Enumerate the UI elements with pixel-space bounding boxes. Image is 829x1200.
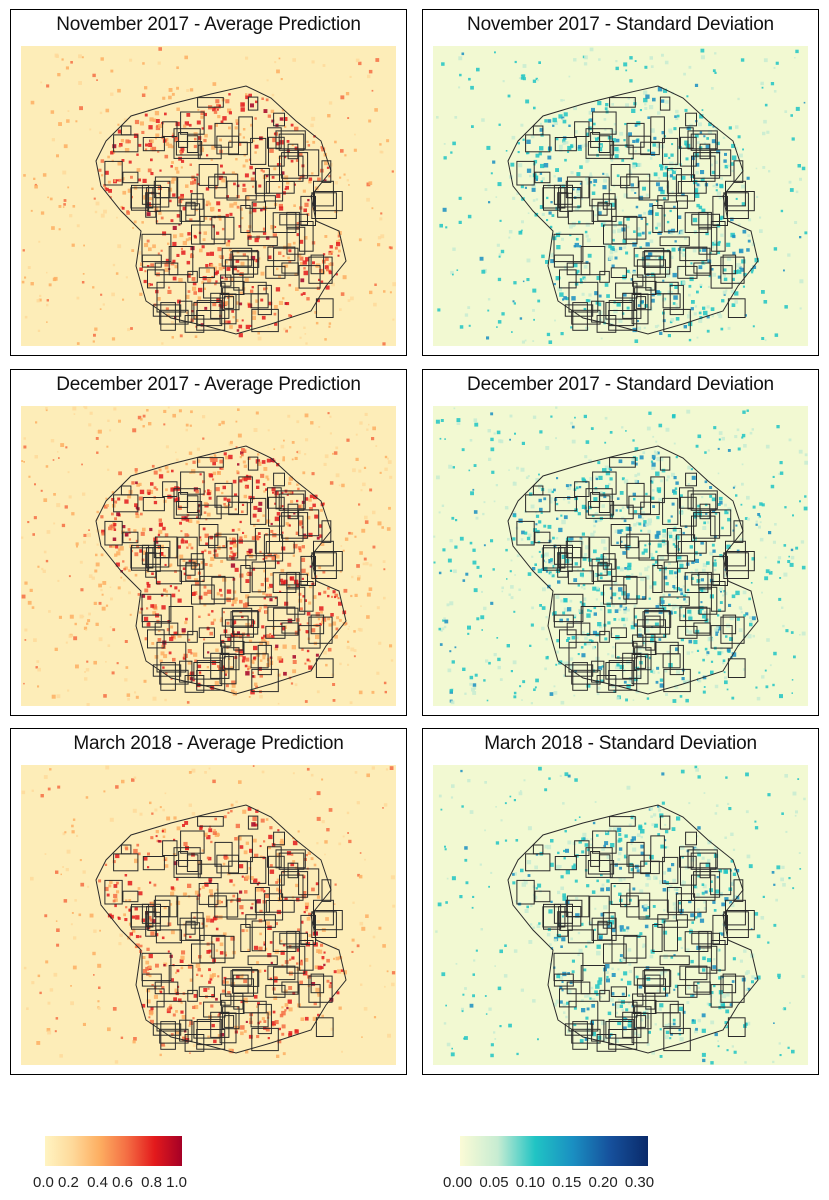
legend-tick: 0.00 [443,1174,473,1191]
tract-boundaries [507,445,759,695]
tract-boundaries [507,85,759,335]
legend-tick: 1.0 [166,1174,188,1191]
legend-tick: 0.20 [588,1174,618,1191]
panel-title: March 2018 - Standard Deviation [484,733,757,754]
legend-tick: 0.10 [515,1174,545,1191]
map-panel-nov-sd: November 2017 - Standard Deviation [422,9,819,356]
legend-tick: 0.15 [552,1174,582,1191]
legend-tick: 0.8 [141,1174,162,1191]
legend-tick: 0.05 [479,1174,509,1191]
legend-tick: 0.0 [33,1174,54,1191]
map-panel-nov-prediction: November 2017 - Average Prediction [10,9,407,356]
legend-tick: 0.4 [87,1174,108,1191]
map-panel-dec-sd: December 2017 - Standard Deviation [422,369,819,716]
legend-tick: 0.6 [112,1174,133,1191]
prediction-map [21,406,396,706]
prediction-map [21,765,396,1065]
sd-map [433,406,808,706]
sd-legend-ticks: 0.00 0.05 0.10 0.15 0.20 0.30 [443,1174,654,1191]
sd-map [433,46,808,346]
prediction-color-legend [45,1136,182,1166]
tract-boundaries [507,804,759,1054]
panel-title: December 2017 - Average Prediction [56,374,361,395]
panel-title: December 2017 - Standard Deviation [467,374,774,395]
prediction-map [21,46,396,346]
tract-boundaries [95,445,347,695]
map-panel-dec-prediction: December 2017 - Average Prediction [10,369,407,716]
prediction-legend-ticks: 0.0 0.2 0.4 0.6 0.8 1.0 [33,1174,187,1191]
legend-tick: 0.2 [58,1174,79,1191]
raster-cells [21,406,394,706]
tract-boundaries [95,804,347,1054]
legend-tick: 0.30 [624,1174,655,1191]
tract-boundaries [95,85,347,335]
panel-title: March 2018 - Average Prediction [73,733,344,754]
sd-map [433,765,808,1065]
map-panel-mar-prediction: March 2018 - Average Prediction [10,728,407,1075]
panel-title: November 2017 - Average Prediction [56,14,361,35]
sd-color-legend [460,1136,648,1166]
map-panel-mar-sd: March 2018 - Standard Deviation [422,728,819,1075]
panel-title: November 2017 - Standard Deviation [467,14,774,35]
